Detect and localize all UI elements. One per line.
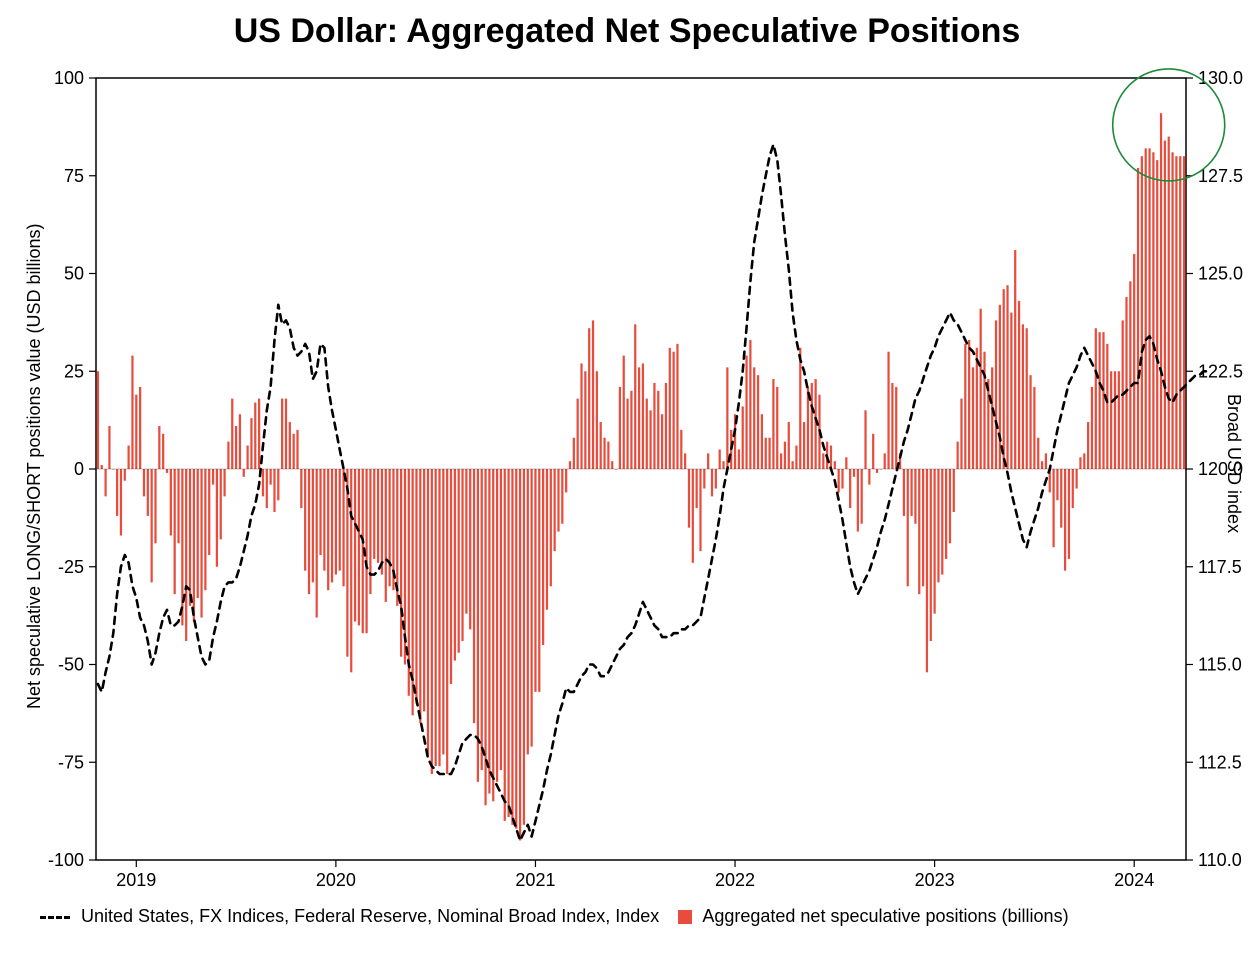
svg-text:50: 50 [64,264,84,284]
svg-text:-50: -50 [58,655,84,675]
svg-text:117.5: 117.5 [1198,557,1242,577]
legend-bar-label: Aggregated net speculative positions (bi… [702,906,1068,926]
svg-text:0: 0 [74,459,84,479]
legend-line-label: United States, FX Indices, Federal Reser… [81,906,659,926]
svg-text:125.0: 125.0 [1198,264,1243,284]
svg-text:2021: 2021 [515,870,555,890]
svg-text:115.0: 115.0 [1198,655,1242,675]
svg-text:-75: -75 [58,752,84,772]
svg-text:2022: 2022 [715,870,755,890]
legend-dash-swatch [40,916,70,919]
svg-text:2024: 2024 [1114,870,1154,890]
chart-plot-area: -100 -75 -50 -25 0 25 50 75 100 110.0 112.5 115.0 11… [0,0,1254,953]
chart-container: US Dollar: Aggregated Net Speculative Po… [0,0,1254,953]
svg-text:100: 100 [54,68,84,88]
svg-text:25: 25 [64,361,84,381]
svg-text:-25: -25 [58,557,84,577]
svg-text:-100: -100 [48,850,84,870]
svg-text:110.0: 110.0 [1198,850,1242,870]
svg-text:75: 75 [64,166,84,186]
legend: United States, FX Indices, Federal Reser… [40,906,1230,927]
svg-text:2023: 2023 [915,870,955,890]
svg-text:120.0: 120.0 [1198,459,1243,479]
legend-bar-swatch [678,910,692,924]
svg-text:130.0: 130.0 [1198,68,1243,88]
svg-text:2020: 2020 [316,870,356,890]
svg-text:112.5: 112.5 [1198,752,1242,772]
svg-text:2019: 2019 [116,870,156,890]
